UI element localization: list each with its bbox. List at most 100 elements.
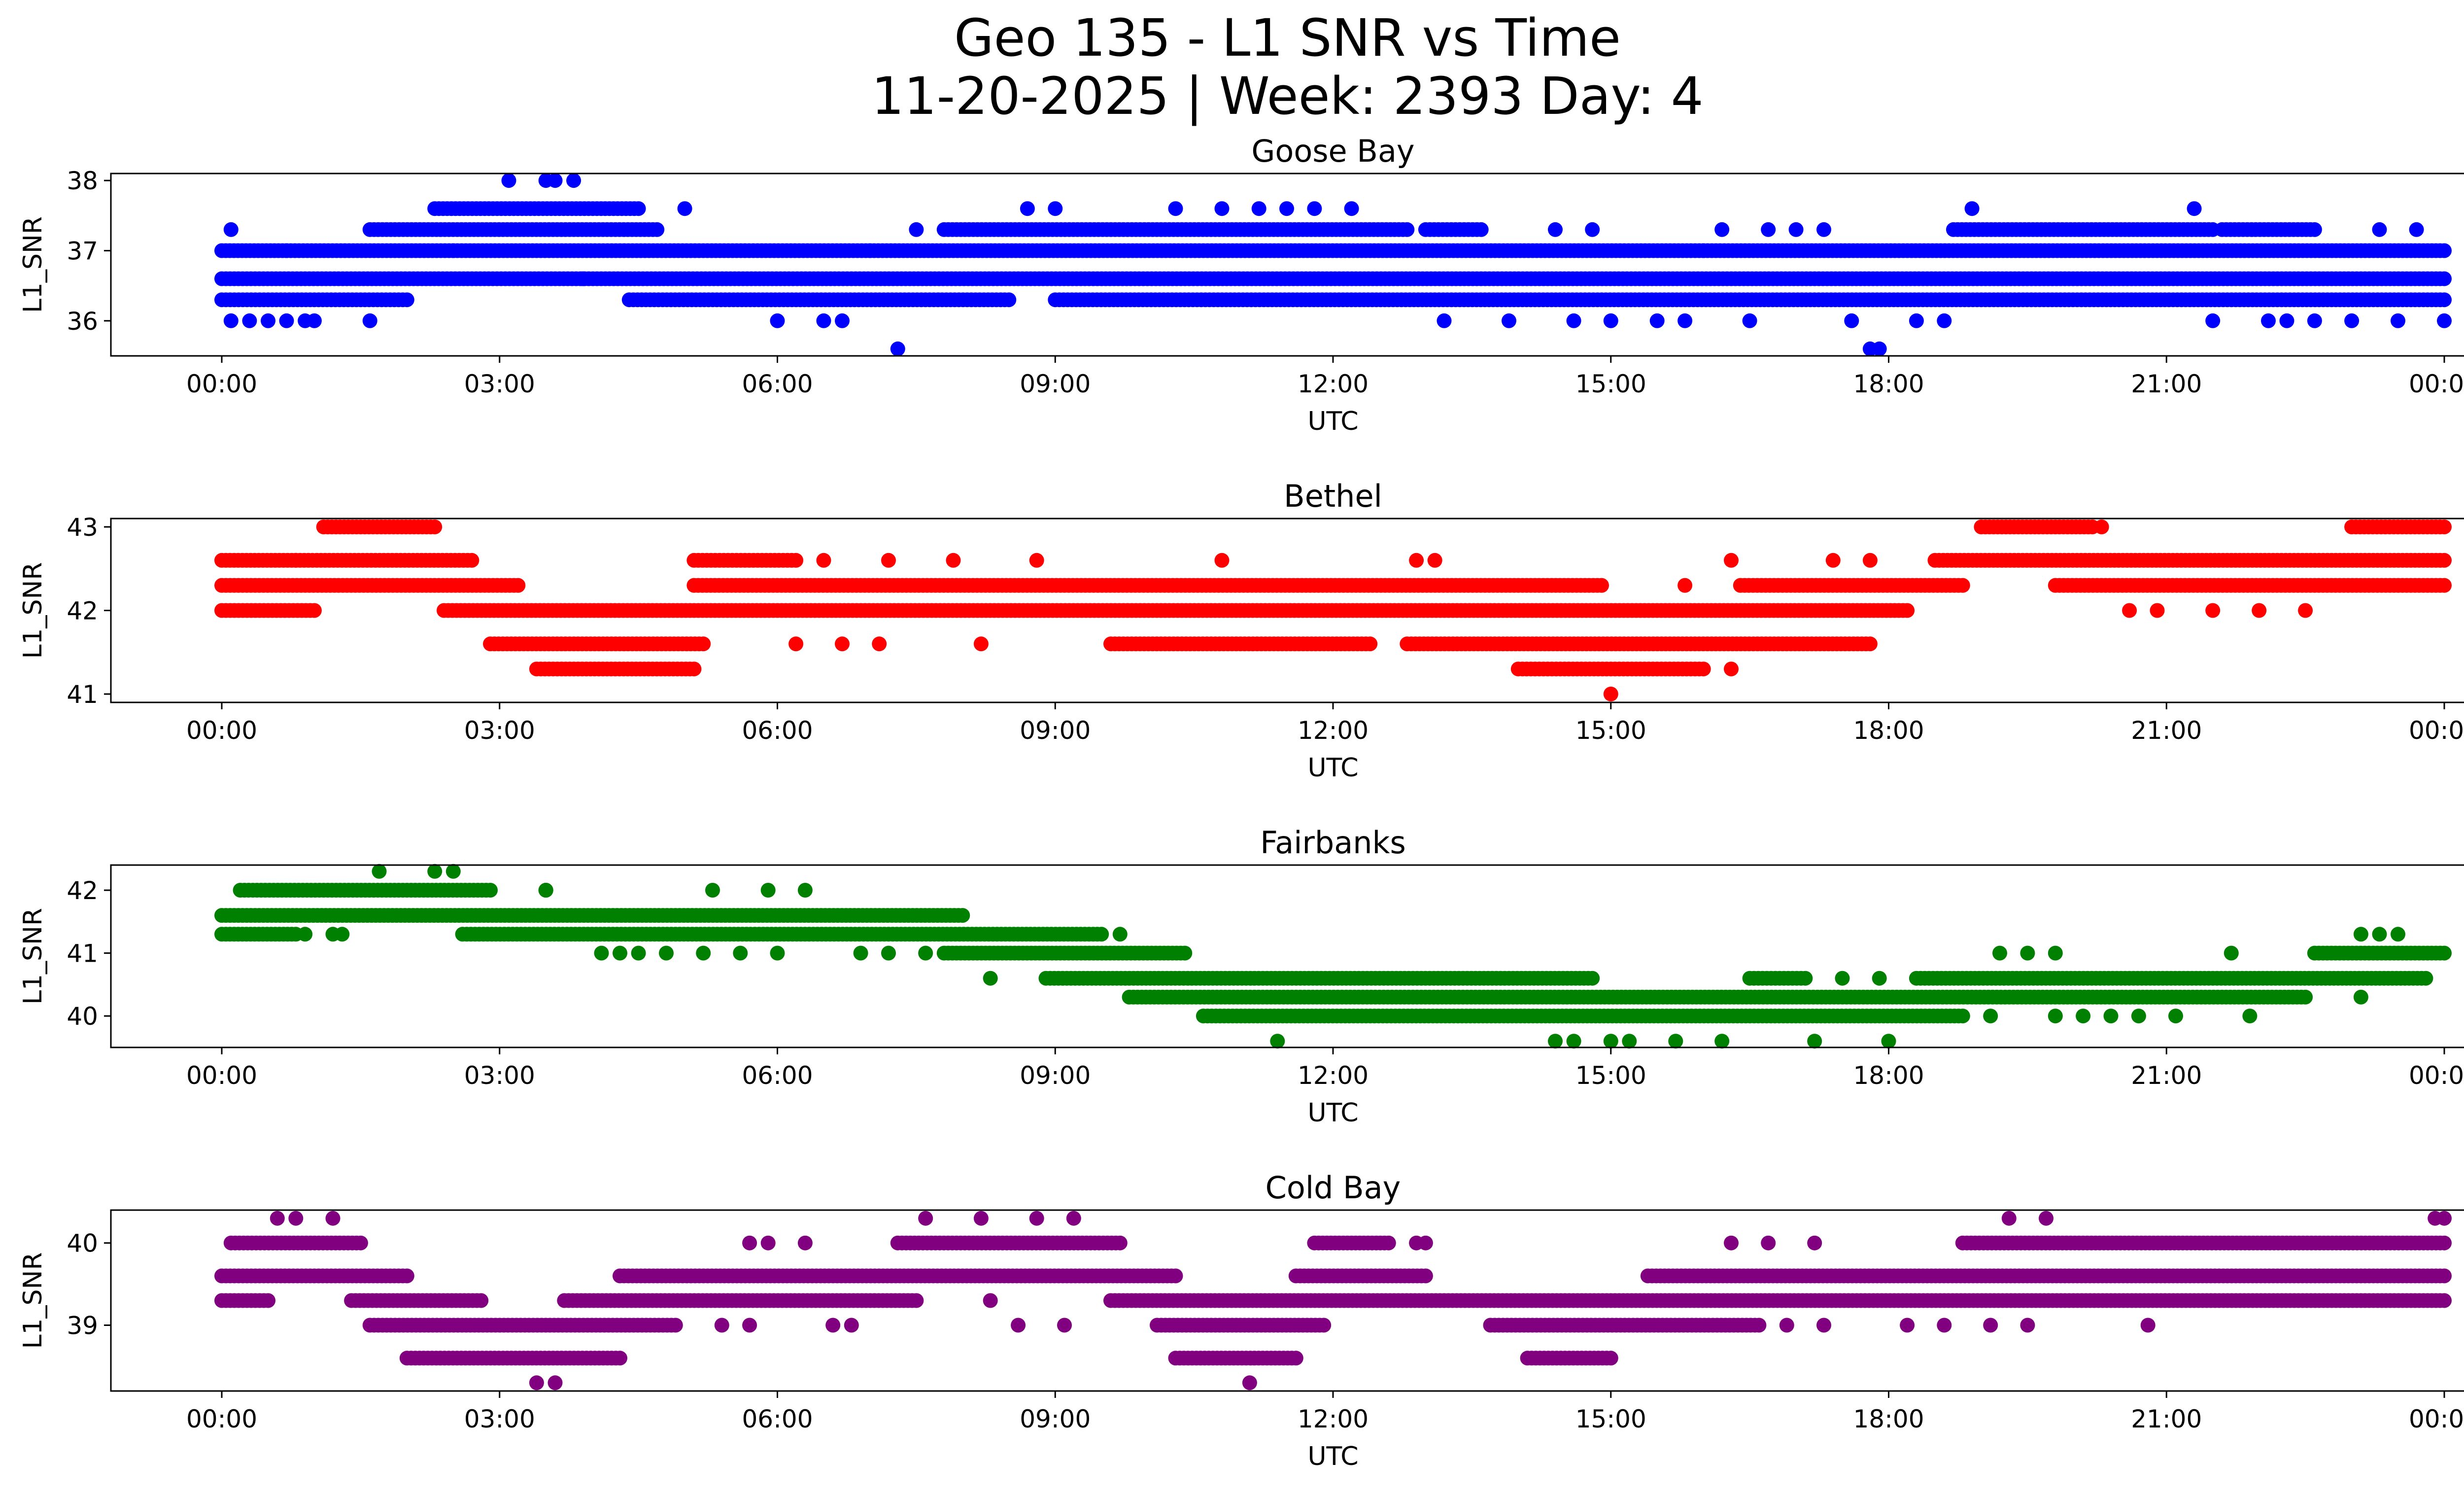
data-point	[2122, 603, 2137, 618]
data-point	[1714, 1034, 1730, 1049]
data-point	[1214, 201, 1230, 216]
data-point	[1742, 313, 1757, 328]
data-point	[1363, 636, 1378, 652]
data-point	[1677, 578, 1693, 593]
x-axis-label: UTC	[1307, 1098, 1358, 1128]
data-point	[2437, 553, 2452, 568]
x-tick-label: 00:00	[186, 716, 257, 745]
data-point	[2437, 313, 2452, 328]
y-axis-label: L1_SNR	[18, 908, 48, 1005]
data-point	[307, 313, 322, 328]
y-tick-label: 40	[67, 1002, 98, 1031]
data-point	[1937, 313, 1952, 328]
data-point	[1909, 313, 1924, 328]
data-point	[1270, 1034, 1285, 1049]
data-point	[1983, 1008, 1998, 1024]
data-point	[797, 883, 813, 898]
data-point	[631, 945, 646, 961]
data-point	[1594, 578, 1609, 593]
data-point	[1714, 222, 1730, 237]
subplot-title: Goose Bay	[1251, 133, 1414, 169]
data-point	[1112, 927, 1128, 942]
x-tick-label: 06:00	[742, 716, 813, 745]
data-point	[2224, 945, 2239, 961]
data-point	[1761, 222, 1776, 237]
y-tick-label: 42	[67, 876, 98, 905]
data-point	[1964, 201, 1980, 216]
data-point	[983, 971, 998, 986]
data-point	[1788, 222, 1804, 237]
data-point	[1214, 553, 1230, 568]
data-point	[1168, 1268, 1183, 1284]
data-point	[1548, 1034, 1563, 1049]
x-tick-label: 00:00	[186, 370, 257, 398]
data-point	[1622, 1034, 1637, 1049]
data-point	[427, 864, 443, 879]
data-point	[1400, 222, 1415, 237]
data-point	[1001, 292, 1017, 308]
data-point	[1807, 1034, 1822, 1049]
data-point	[696, 945, 711, 961]
data-point	[881, 553, 896, 568]
data-point	[816, 313, 831, 328]
subplot-title: Cold Bay	[1266, 1170, 1401, 1206]
data-point	[631, 201, 646, 216]
x-tick-label: 03:00	[464, 370, 535, 398]
data-point	[2261, 313, 2276, 328]
data-point	[2103, 1008, 2119, 1024]
x-tick-label: 09:00	[1020, 370, 1091, 398]
x-tick-label: 09:00	[1020, 1061, 1091, 1090]
data-point	[307, 603, 322, 618]
data-point	[872, 636, 887, 652]
data-point	[1585, 222, 1600, 237]
data-point	[1603, 687, 1618, 701]
figure-title-line-2: 11-20-2025 | Week: 2393 Day: 4	[871, 66, 1704, 126]
x-axis-label: UTC	[1307, 753, 1358, 783]
data-point	[427, 520, 443, 534]
data-point	[1502, 313, 1516, 328]
data-point	[575, 271, 590, 286]
data-point	[788, 553, 804, 568]
data-point	[1566, 1034, 1581, 1049]
data-point	[1094, 927, 1109, 942]
data-point	[2437, 292, 2452, 308]
data-point	[973, 636, 989, 652]
data-point	[1603, 1034, 1618, 1049]
y-axis-label: L1_SNR	[18, 216, 48, 313]
data-point	[659, 945, 674, 961]
data-point	[2168, 1008, 2183, 1024]
data-point	[677, 201, 692, 216]
x-axis-label: UTC	[1307, 407, 1358, 436]
y-tick-label: 38	[67, 167, 98, 195]
data-point	[2437, 578, 2452, 593]
data-point	[2131, 1008, 2146, 1024]
data-point	[2409, 222, 2424, 237]
data-point	[2372, 222, 2387, 237]
data-point	[1048, 201, 1063, 216]
figure-title: Geo 135 - L1 SNR vs Time 11-20-2025 | We…	[0, 9, 2464, 125]
x-tick-label: 12:00	[1298, 716, 1369, 745]
y-tick-label: 43	[67, 513, 98, 542]
x-tick-label: 09:00	[1020, 716, 1091, 745]
data-point	[1548, 222, 1563, 237]
data-point	[2048, 1008, 2063, 1024]
data-series	[214, 864, 2452, 1049]
data-point	[335, 927, 350, 942]
data-point	[2353, 927, 2368, 942]
x-tick-label: 00:00	[186, 1061, 257, 1090]
data-point	[2187, 201, 2202, 216]
data-point	[686, 661, 702, 677]
data-point	[548, 173, 563, 188]
data-point	[1029, 553, 1044, 568]
data-point	[1696, 661, 1711, 677]
y-tick-label: 37	[67, 237, 98, 266]
data-point	[483, 883, 498, 898]
data-point	[279, 313, 294, 328]
data-point	[1668, 1034, 1683, 1049]
x-tick-label: 12:00	[1298, 370, 1369, 398]
data-point	[1900, 603, 1915, 618]
data-point	[770, 313, 785, 328]
x-tick-label: 03:00	[464, 716, 535, 745]
